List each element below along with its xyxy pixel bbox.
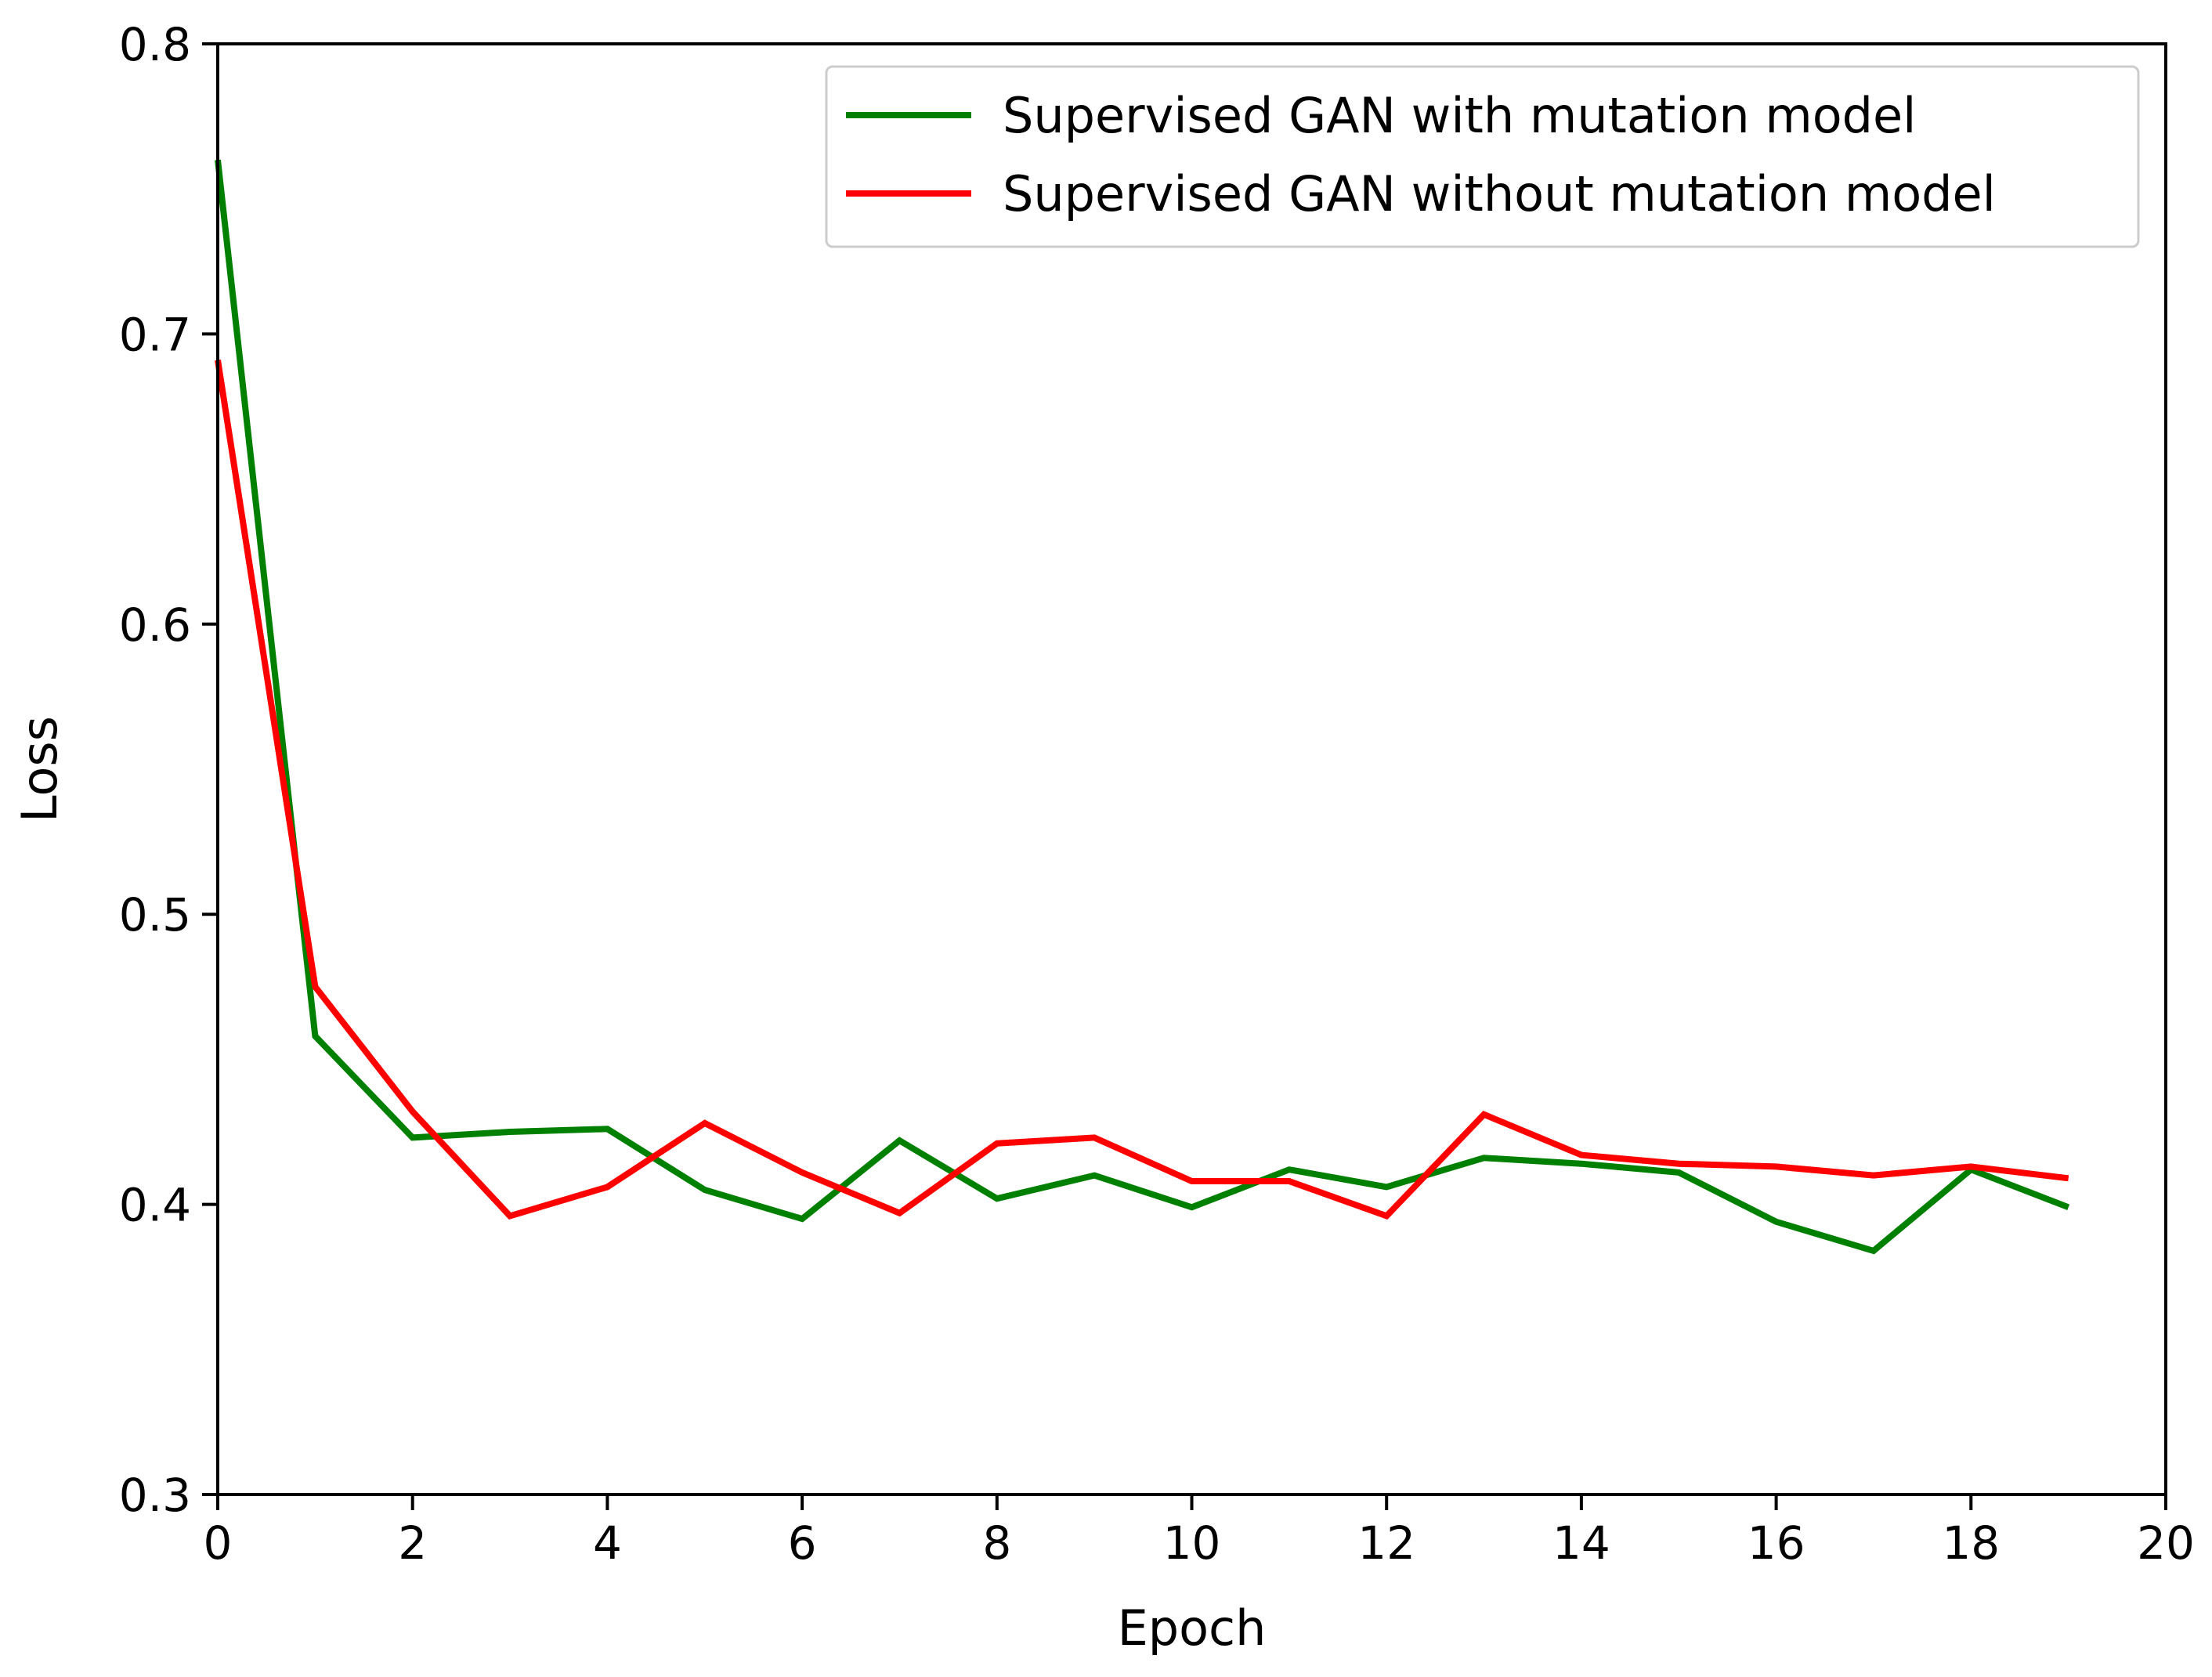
y-axis-label: Loss xyxy=(11,716,68,822)
y-tick-label: 0.4 xyxy=(119,1179,191,1232)
x-axis-label: Epoch xyxy=(1118,1599,1267,1657)
x-tick-label: 16 xyxy=(1748,1516,1805,1570)
legend: Supervised GAN with mutation model Superv… xyxy=(825,65,2140,248)
x-tick-label: 20 xyxy=(2137,1516,2195,1570)
y-tick-label: 0.3 xyxy=(119,1469,191,1522)
x-tick-label: 10 xyxy=(1163,1516,1221,1570)
series-line-1 xyxy=(215,159,2070,1255)
y-tick-label: 0.5 xyxy=(119,888,191,942)
x-tick-label: 6 xyxy=(788,1516,817,1570)
x-tick-label: 18 xyxy=(1942,1516,2000,1570)
legend-label-1: Supervised GAN with mutation model xyxy=(1003,87,1916,144)
series-layer xyxy=(215,159,2070,1255)
x-tick-label: 8 xyxy=(982,1516,1011,1570)
legend-label-2: Supervised GAN without mutation model xyxy=(1003,165,1996,222)
x-tick-label: 12 xyxy=(1357,1516,1415,1570)
x-tick-label: 4 xyxy=(593,1516,622,1570)
series-line-2 xyxy=(215,360,2069,1220)
y-tick-label: 0.7 xyxy=(119,308,191,361)
legend-entries: Supervised GAN with mutation model Superv… xyxy=(846,87,1996,222)
ticks-layer: 0 2 4 6 8 10 12 14 16 18 20 0.3 0.4 0.5 0.6 0.7 0.8 xyxy=(119,18,2195,1570)
x-tick-label: 0 xyxy=(204,1516,233,1570)
y-tick-label: 0.8 xyxy=(119,18,191,71)
x-tick-label: 2 xyxy=(398,1516,427,1570)
x-tick-label: 14 xyxy=(1552,1516,1610,1570)
legend-box xyxy=(825,65,2140,248)
y-tick-label: 0.6 xyxy=(119,598,191,652)
